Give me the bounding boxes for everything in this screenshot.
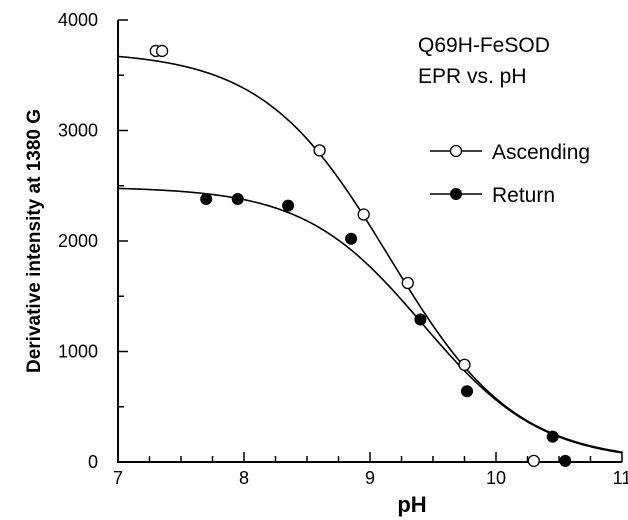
y-tick-label: 2000 bbox=[58, 231, 98, 251]
x-tick-label: 9 bbox=[365, 468, 375, 488]
x-axis-title: pH bbox=[397, 492, 426, 517]
y-tick-label: 1000 bbox=[58, 342, 98, 362]
data-point-return bbox=[546, 430, 559, 443]
legend-marker-filled-circle bbox=[450, 188, 462, 200]
legend-label-ascending: Ascending bbox=[492, 141, 590, 164]
y-tick-label: 4000 bbox=[58, 10, 98, 30]
fit-curve-return bbox=[117, 187, 623, 454]
legend-label-return: Return bbox=[492, 184, 555, 207]
data-point-return bbox=[282, 199, 295, 212]
fit-curve-ascending bbox=[117, 55, 623, 453]
data-point-return bbox=[414, 313, 427, 326]
legend: Ascending Return bbox=[430, 141, 590, 207]
data-point-return bbox=[559, 454, 572, 467]
data-point-ascending bbox=[155, 44, 169, 58]
legend-marker-open-circle bbox=[449, 144, 463, 158]
x-tick-label: 11 bbox=[613, 468, 628, 488]
x-tick-label: 10 bbox=[486, 468, 506, 488]
data-point-return bbox=[231, 193, 244, 206]
data-point-ascending bbox=[313, 144, 326, 157]
data-point-ascending bbox=[458, 358, 471, 371]
axis-frame bbox=[117, 20, 622, 463]
x-tick-label: 8 bbox=[239, 468, 249, 488]
chart-title-line-1: Q69H-FeSOD bbox=[418, 34, 550, 57]
fit-curves bbox=[117, 55, 623, 454]
data-points bbox=[149, 44, 572, 468]
axes: 7 8 9 10 11 0 1000 2000 3000 4000 bbox=[58, 10, 628, 488]
y-tick-label: 0 bbox=[88, 452, 98, 472]
y-tick-label: 3000 bbox=[58, 121, 98, 141]
data-point-return bbox=[461, 385, 474, 398]
data-point-ascending bbox=[527, 454, 540, 468]
legend-item-return: Return bbox=[430, 184, 555, 207]
legend-item-ascending: Ascending bbox=[430, 141, 590, 164]
data-point-ascending bbox=[357, 208, 370, 221]
data-point-return bbox=[200, 193, 213, 206]
x-tick-label: 7 bbox=[113, 468, 123, 488]
chart-title-line-2: EPR vs. pH bbox=[418, 65, 527, 88]
data-point-ascending bbox=[401, 276, 414, 290]
data-point-return bbox=[345, 232, 358, 245]
y-axis-title: Derivative intensity at 1380 G bbox=[24, 109, 45, 373]
